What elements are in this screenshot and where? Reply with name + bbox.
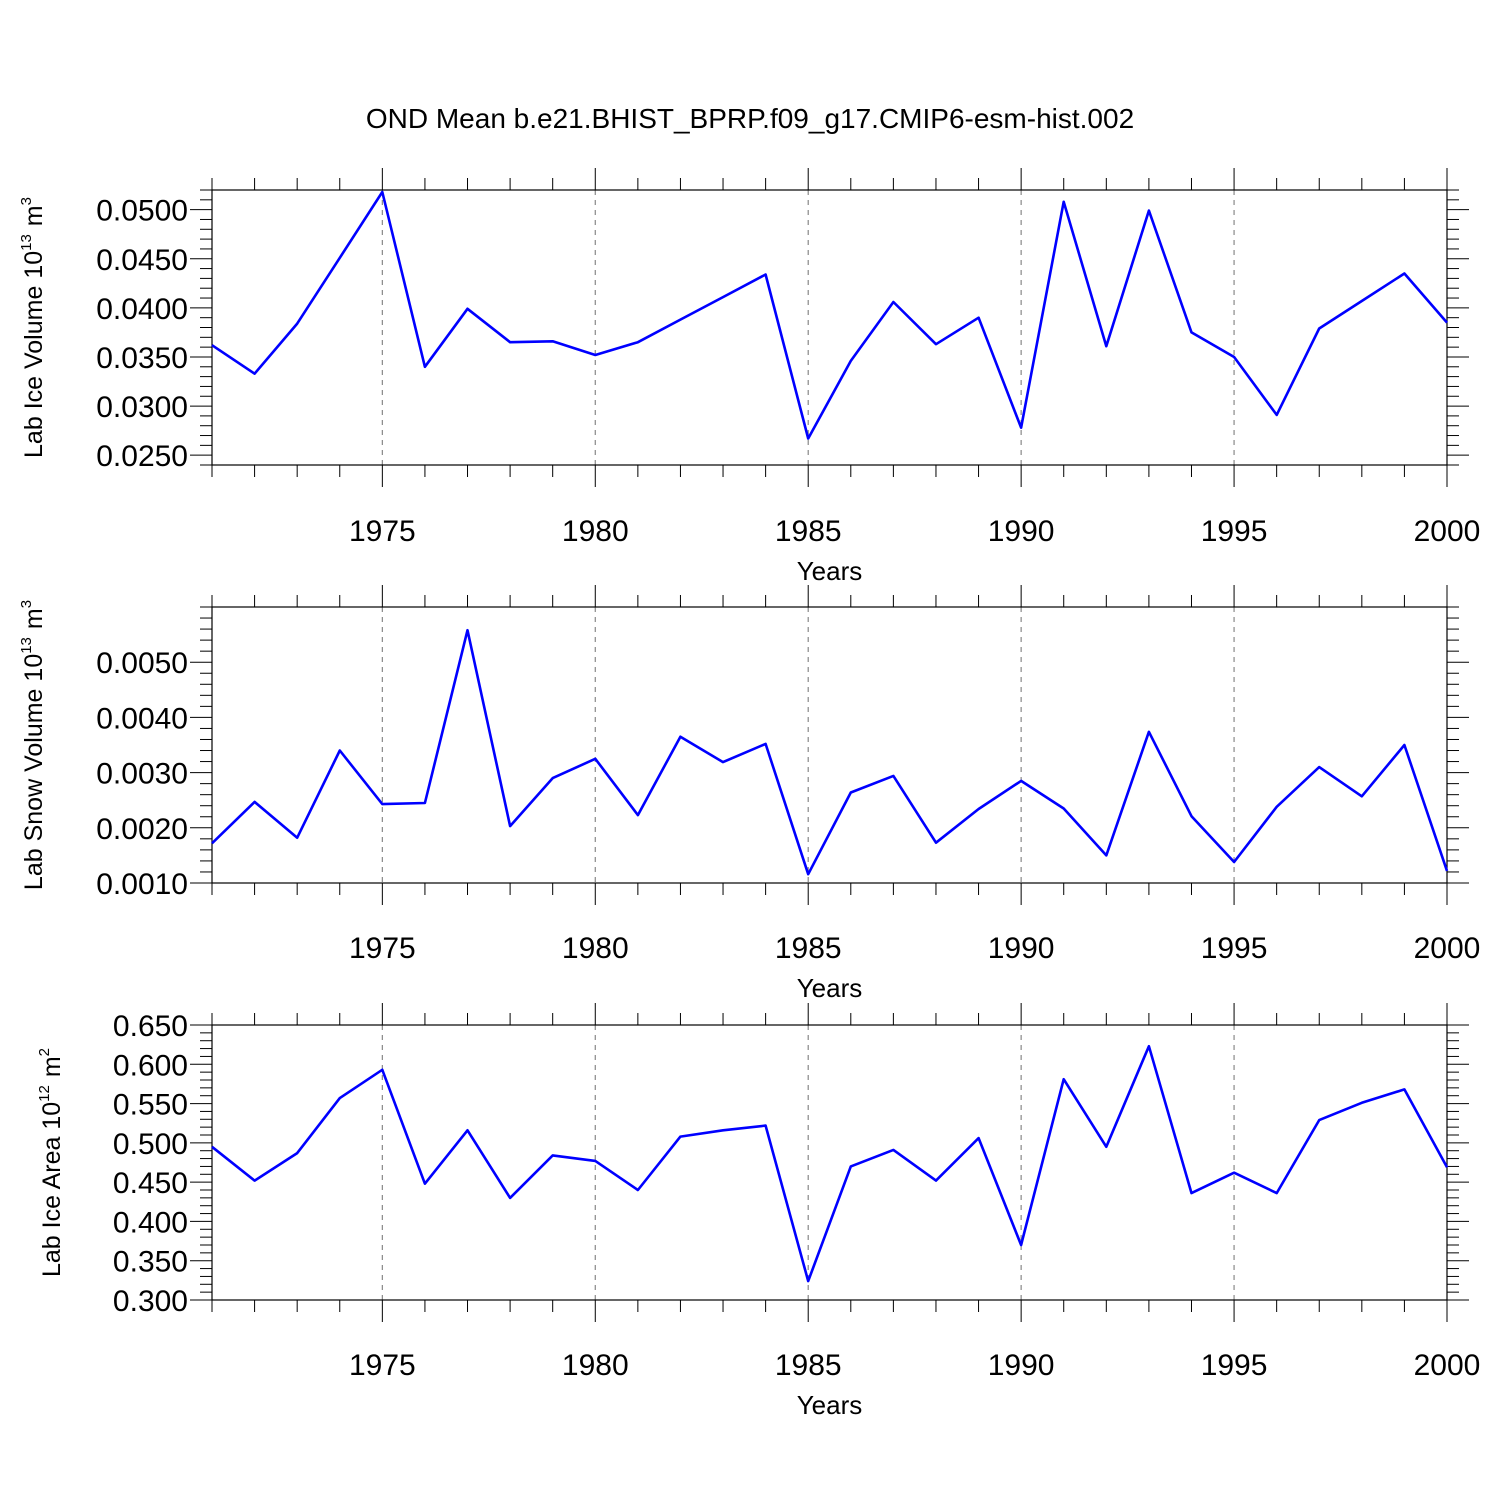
chart-title: OND Mean b.e21.BHIST_BPRP.f09_g17.CMIP6-… <box>366 103 1134 134</box>
x-tick-label: 1985 <box>775 1349 842 1382</box>
y-axis-label-unit-exponent: 3 <box>18 197 35 205</box>
series-line <box>211 1044 1449 1283</box>
y-tick-label: 0.0020 <box>96 813 188 846</box>
x-tick-label: 1980 <box>562 515 629 548</box>
y-tick-label: 0.350 <box>113 1246 188 1279</box>
y-tick-label: 0.0350 <box>96 342 188 375</box>
y-axis-label: Lab Ice Volume 1013 m3 <box>18 197 48 458</box>
x-axis-label: Years <box>797 556 863 586</box>
y-tick-label: 0.300 <box>113 1285 188 1318</box>
x-tick-label: 1985 <box>775 515 842 548</box>
y-tick-label: 0.500 <box>113 1128 188 1161</box>
y-axis-label-unit-exponent: 3 <box>18 600 35 608</box>
x-tick-label: 1990 <box>988 932 1055 965</box>
x-tick-label: 1990 <box>988 515 1055 548</box>
x-tick-label: 2000 <box>1414 932 1481 965</box>
y-tick-label: 0.0010 <box>96 868 188 901</box>
x-tick-label: 1995 <box>1201 932 1268 965</box>
y-axis-label-text: Lab Snow Volume 10 <box>20 654 48 890</box>
y-tick-label: 0.400 <box>113 1206 188 1239</box>
y-axis-label-exponent: 13 <box>18 637 35 654</box>
plot-frame <box>211 1024 1448 1301</box>
y-axis-label-text: Lab Ice Volume 10 <box>20 251 48 458</box>
y-tick-label: 0.0050 <box>96 647 188 680</box>
panel-snow-volume: 0.0010 0.0020 0.0030 0.0040 0.0050 1975 1980 19… <box>18 585 1480 1003</box>
y-tick-label: 0.0250 <box>96 440 188 473</box>
y-tick-label: 0.0500 <box>96 195 188 228</box>
x-axis-label: Years <box>797 1390 863 1420</box>
y-tick-label: 0.0300 <box>96 391 188 424</box>
x-tick-label: 2000 <box>1414 1349 1481 1382</box>
y-axis-label-text: Lab Ice Area 10 <box>38 1102 66 1277</box>
y-axis-label: Lab Snow Volume 1013 m3 <box>18 600 48 890</box>
y-axis-label: Lab Ice Area 1012 m2 <box>36 1048 66 1277</box>
series-line <box>211 628 1449 876</box>
x-tick-label: 2000 <box>1414 515 1481 548</box>
y-tick-label: 0.650 <box>113 1010 188 1043</box>
y-axis-label-unit: m <box>38 1056 66 1077</box>
x-tick-label: 1975 <box>349 515 416 548</box>
x-tick-label: 1980 <box>562 1349 629 1382</box>
x-tick-label: 1975 <box>349 1349 416 1382</box>
x-tick-label: 1995 <box>1201 515 1268 548</box>
y-axis-label-unit: m <box>20 205 48 226</box>
y-tick-label: 0.0040 <box>96 702 188 735</box>
y-tick-label: 0.0400 <box>96 293 188 326</box>
y-tick-label: 0.450 <box>113 1167 188 1200</box>
y-tick-label: 0.550 <box>113 1089 188 1122</box>
y-axis-label-unit-exponent: 2 <box>36 1048 53 1056</box>
y-tick-label: 0.600 <box>113 1049 188 1082</box>
x-tick-label: 1995 <box>1201 1349 1268 1382</box>
x-tick-label: 1990 <box>988 1349 1055 1382</box>
panel-ice-area: 0.300 0.350 0.400 0.450 0.500 0.550 0.600 0.650… <box>36 1003 1480 1420</box>
x-tick-label: 1985 <box>775 932 842 965</box>
plot-frame <box>211 606 1448 884</box>
y-tick-label: 0.0030 <box>96 758 188 791</box>
series-line <box>211 190 1448 440</box>
x-tick-label: 1975 <box>349 932 416 965</box>
plot-frame <box>211 189 1448 466</box>
y-axis-label-exponent: 12 <box>36 1085 53 1102</box>
x-tick-label: 1980 <box>562 932 629 965</box>
y-axis-label-unit: m <box>20 608 48 629</box>
panel-ice-volume: 0.0250 0.0300 0.0350 0.0400 0.0450 0.0500 1975… <box>18 168 1480 586</box>
y-tick-label: 0.0450 <box>96 244 188 277</box>
y-axis-label-exponent: 13 <box>18 234 35 251</box>
x-axis-label: Years <box>797 973 863 1003</box>
